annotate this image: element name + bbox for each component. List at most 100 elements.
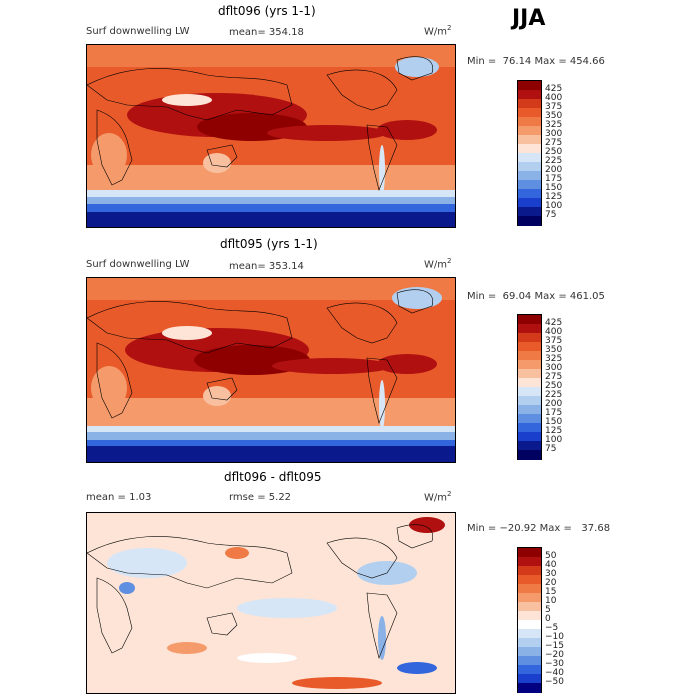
colorbar-segment xyxy=(518,593,541,603)
colorbar-tick-label: 40 xyxy=(545,560,557,570)
colorbar-segment xyxy=(518,135,541,145)
colorbar-segment xyxy=(518,620,541,630)
colorbar-tick-label: 350 xyxy=(545,111,563,121)
colorbar-segment xyxy=(518,333,541,343)
colorbar-segment xyxy=(518,665,541,675)
colorbar-tick-label: 0 xyxy=(545,614,551,624)
colorbar-segment xyxy=(518,180,541,190)
panel-2-title: dflt095 (yrs 1-1) xyxy=(220,237,318,251)
colorbar-segment xyxy=(518,198,541,208)
colorbar-segment xyxy=(518,378,541,388)
colorbar-segment xyxy=(518,566,541,576)
colorbar-tick-label: 300 xyxy=(545,363,563,373)
panel-3-units: W/m2 xyxy=(424,490,452,504)
colorbar-tick-label: −15 xyxy=(545,641,564,651)
colorbar-segment xyxy=(518,360,541,370)
panel-1-colorbar xyxy=(517,80,542,226)
colorbar-tick-label: 425 xyxy=(545,318,563,328)
colorbar-segment xyxy=(518,144,541,154)
colorbar-tick-label: 275 xyxy=(545,372,563,382)
colorbar-segment xyxy=(518,207,541,217)
colorbar-tick-label: 400 xyxy=(545,93,563,103)
colorbar-tick-label: 200 xyxy=(545,399,563,409)
panel-3-colorbar xyxy=(517,547,542,693)
colorbar-segment xyxy=(518,171,541,181)
colorbar-segment xyxy=(518,81,541,91)
panel-2-mean-label: mean= 353.14 xyxy=(229,261,304,272)
colorbar-segment xyxy=(518,647,541,657)
colorbar-segment xyxy=(518,369,541,379)
panel-2-colorbar xyxy=(517,314,542,460)
colorbar-tick-label: −20 xyxy=(545,650,564,660)
colorbar-segment xyxy=(518,315,541,325)
colorbar-segment xyxy=(518,548,541,558)
colorbar-segment xyxy=(518,108,541,118)
colorbar-tick-label: 100 xyxy=(545,435,563,445)
colorbar-tick-label: 375 xyxy=(545,336,563,346)
colorbar-tick-label: 200 xyxy=(545,165,563,175)
colorbar-tick-label: 15 xyxy=(545,587,557,597)
colorbar-tick-label: −50 xyxy=(545,677,564,687)
colorbar-tick-label: 30 xyxy=(545,569,557,579)
colorbar-tick-label: 250 xyxy=(545,381,563,391)
colorbar-segment xyxy=(518,162,541,172)
colorbar-segment xyxy=(518,351,541,361)
panel-3-map xyxy=(86,512,456,694)
colorbar-tick-label: 350 xyxy=(545,345,563,355)
panel-2-minmax: Min = 69.04 Max = 461.05 xyxy=(467,291,605,302)
panel-1-units: W/m2 xyxy=(424,24,452,38)
panel-1-minmax: Min = 76.14 Max = 454.66 xyxy=(467,56,605,67)
colorbar-tick-label: 250 xyxy=(545,147,563,157)
colorbar-tick-label: 225 xyxy=(545,390,563,400)
colorbar-segment xyxy=(518,405,541,415)
colorbar-tick-label: 50 xyxy=(545,551,557,561)
panel-1-mean-label: mean= 354.18 xyxy=(229,27,304,38)
colorbar-tick-label: 425 xyxy=(545,84,563,94)
colorbar-tick-label: 20 xyxy=(545,578,557,588)
colorbar-segment xyxy=(518,117,541,127)
colorbar-tick-label: 400 xyxy=(545,327,563,337)
colorbar-segment xyxy=(518,342,541,352)
colorbar-tick-label: 125 xyxy=(545,426,563,436)
colorbar-segment xyxy=(518,602,541,612)
panel-1-variable-label: Surf downwelling LW xyxy=(86,26,190,37)
colorbar-segment xyxy=(518,99,541,109)
panel-3-rmse-label: rmse = 5.22 xyxy=(229,492,292,503)
colorbar-segment xyxy=(518,638,541,648)
colorbar-segment xyxy=(518,414,541,424)
colorbar-tick-label: 225 xyxy=(545,156,563,166)
colorbar-tick-label: 150 xyxy=(545,417,563,427)
colorbar-segment xyxy=(518,126,541,136)
colorbar-tick-label: 150 xyxy=(545,183,563,193)
colorbar-segment xyxy=(518,575,541,585)
panel-2-units: W/m2 xyxy=(424,257,452,271)
colorbar-segment xyxy=(518,557,541,567)
colorbar-tick-label: 325 xyxy=(545,120,563,130)
colorbar-tick-label: 325 xyxy=(545,354,563,364)
colorbar-segment xyxy=(518,153,541,163)
panel-2-map xyxy=(86,277,456,463)
colorbar-segment xyxy=(518,90,541,100)
colorbar-tick-label: 275 xyxy=(545,138,563,148)
colorbar-segment xyxy=(518,396,541,406)
panel-3-title: dflt096 - dflt095 xyxy=(224,470,322,484)
panel-3-minmax: Min = −20.92 Max = 37.68 xyxy=(467,523,611,534)
colorbar-tick-label: 75 xyxy=(545,210,557,220)
colorbar-tick-label: −30 xyxy=(545,659,564,669)
season-label: JJA xyxy=(512,6,546,31)
colorbar-segment xyxy=(518,584,541,594)
panel-2-variable-label: Surf downwelling LW xyxy=(86,259,190,270)
colorbar-tick-label: 375 xyxy=(545,102,563,112)
colorbar-tick-label: −10 xyxy=(545,632,564,642)
colorbar-tick-label: −5 xyxy=(545,623,559,633)
colorbar-segment xyxy=(518,432,541,442)
colorbar-segment xyxy=(518,189,541,199)
colorbar-segment xyxy=(518,611,541,621)
panel-1-map xyxy=(86,44,456,228)
colorbar-segment xyxy=(518,441,541,451)
colorbar-segment xyxy=(518,674,541,684)
colorbar-segment xyxy=(518,450,541,460)
panel-3-mean-label: mean = 1.03 xyxy=(86,492,152,503)
colorbar-segment xyxy=(518,216,541,226)
colorbar-tick-label: 175 xyxy=(545,408,563,418)
